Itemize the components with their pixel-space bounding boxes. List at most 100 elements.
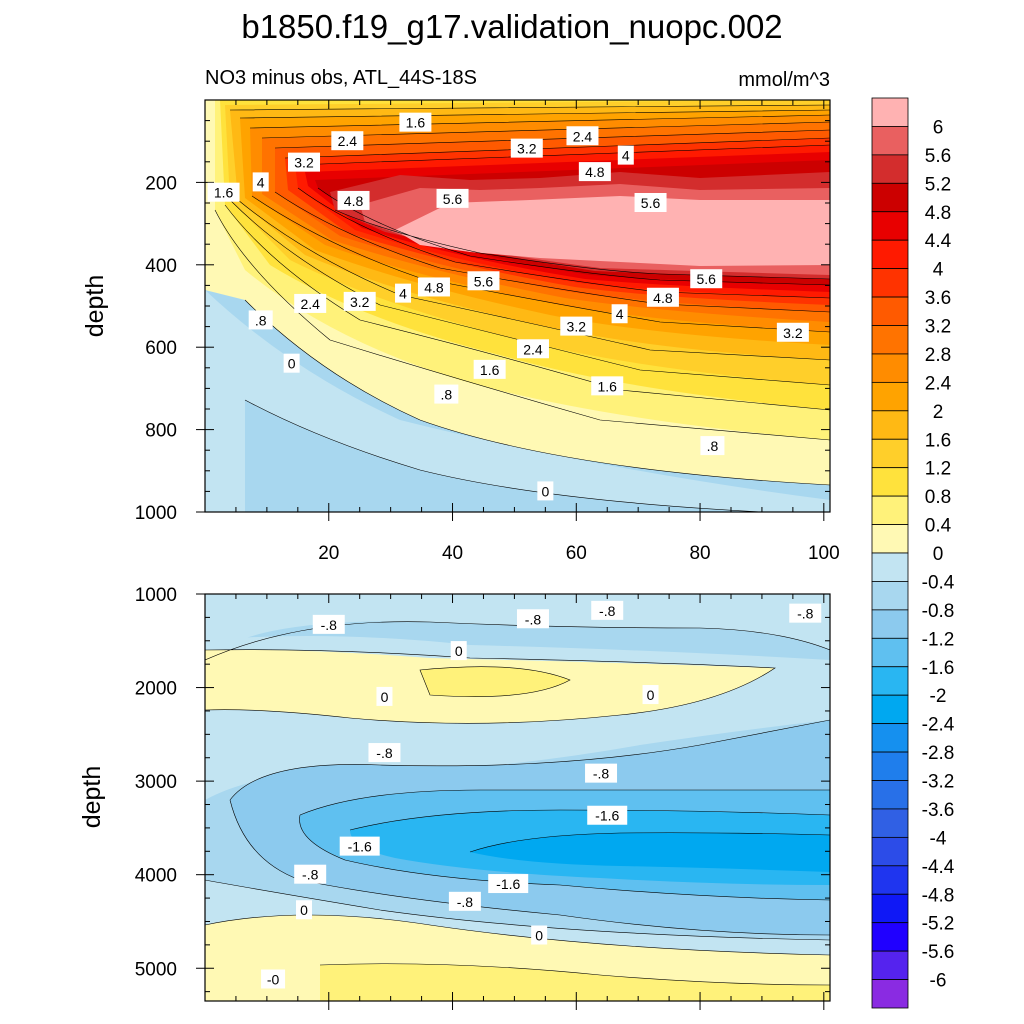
colorbar-label: -1.2 xyxy=(922,629,955,650)
colorbar-label: -4.8 xyxy=(922,885,955,906)
contour-label-box xyxy=(207,182,240,202)
lower-contour-field xyxy=(205,594,830,1001)
colorbar-box xyxy=(871,438,909,469)
colorbar-box xyxy=(871,296,909,326)
contour-label-text: 0 xyxy=(381,689,389,705)
contour-label-box xyxy=(591,600,624,620)
colorbar-box xyxy=(871,353,909,383)
colorbar-label: -2.4 xyxy=(922,715,955,736)
colorbar-label: 2.8 xyxy=(925,345,951,366)
contour-label-box xyxy=(776,322,809,342)
contour-label-box xyxy=(587,805,628,825)
contour-label: 4.8 xyxy=(417,277,450,297)
contour-label-text: 5.6 xyxy=(474,273,494,289)
colorbar-box xyxy=(871,239,909,270)
colorbar-label: -3.6 xyxy=(922,800,955,821)
contour-label-text: 3.2 xyxy=(350,294,370,310)
contour-label-text: -.8 xyxy=(457,894,474,910)
contour-label-text: 1.6 xyxy=(406,115,426,131)
contour-label-text: -.8 xyxy=(376,745,393,761)
contour-label: -.8 xyxy=(591,600,624,620)
x-tick-label: 60 xyxy=(566,543,587,564)
colorbar-label: 0 xyxy=(933,544,944,565)
colorbar-box xyxy=(871,97,909,127)
contour-label: .8 xyxy=(248,310,273,330)
upper-contour-labels: 2.41.62.43.23.2 44.81.644.8 5.6 5.65.64.843… xyxy=(207,112,809,501)
contour-label-text: -.8 xyxy=(593,766,610,782)
contour-label: 0 xyxy=(450,641,467,661)
contour-label-text: 2.4 xyxy=(573,128,593,144)
contour-label-text: .8 xyxy=(440,387,452,403)
colorbar-box xyxy=(871,666,909,696)
colorbar-label: 5.2 xyxy=(925,174,951,195)
contour-label: 4.8 xyxy=(337,190,370,210)
contour-label: 1.6 xyxy=(591,376,624,396)
colorbar-label: 2.4 xyxy=(925,373,952,394)
contour-label-text: 3.2 xyxy=(567,319,587,335)
figure-title: b1850.f19_g17.validation_nuopc.002 xyxy=(241,8,782,45)
contour-label-box xyxy=(617,145,634,165)
lower-plot-frame xyxy=(204,593,831,1002)
contour-label: 4.8 xyxy=(646,287,679,307)
contour-label: -.8 xyxy=(789,603,822,623)
contour-label-box xyxy=(294,864,327,884)
contour-label-text: 1.6 xyxy=(214,185,234,201)
colorbar-box xyxy=(871,751,909,781)
contour-label-box xyxy=(395,283,412,303)
colorbar-label: -3.2 xyxy=(922,772,955,793)
colorbar-label: -5.6 xyxy=(922,942,955,963)
colorbar-label: -4 xyxy=(930,828,947,849)
contour-label-text: 4.8 xyxy=(585,164,605,180)
contour-label-box xyxy=(537,481,554,501)
y-tick-label: 600 xyxy=(145,338,177,359)
contour-label-box xyxy=(578,162,611,182)
contour-label: 5.6 xyxy=(634,193,667,212)
colorbar-box xyxy=(871,865,909,895)
contour-label: 3.2 xyxy=(776,322,809,342)
contour-label: 0 xyxy=(642,685,659,705)
colorbar-label: 1.6 xyxy=(925,430,951,451)
contour-label-box xyxy=(690,269,723,289)
contour-label-box xyxy=(646,287,679,307)
colorbar-label: 5.6 xyxy=(925,146,951,167)
lower-fill-band-0.4to0.8-mid xyxy=(420,666,570,697)
contour-label: 1.6 xyxy=(399,112,432,132)
y-tick-label: 1000 xyxy=(135,585,177,606)
colorbar-box xyxy=(871,268,909,298)
colorbar-label: 3.6 xyxy=(925,288,951,309)
colorbar-label: 0.8 xyxy=(925,487,951,508)
upper-y-tick-labels: 200 400 600 800 1000 xyxy=(135,173,177,524)
contour-label: 3.2 xyxy=(510,138,543,158)
contour-label: 0 xyxy=(296,900,313,920)
contour-label-box xyxy=(560,316,593,336)
colorbar-label: 1.2 xyxy=(925,459,951,480)
contour-label: -1.6 xyxy=(587,805,628,825)
contour-label: -.8 xyxy=(448,891,481,911)
contour-label-text: -0 xyxy=(267,971,280,987)
colorbar-label: -0.4 xyxy=(922,572,955,593)
lower-axis-ticks xyxy=(196,593,830,1010)
contour-label-text: 1.6 xyxy=(480,362,500,378)
contour-label-box xyxy=(467,271,500,291)
contour-label-box xyxy=(331,131,364,151)
contour-label-text: 2.4 xyxy=(338,133,358,149)
y-tick-label: 3000 xyxy=(135,772,177,793)
colorbar-box xyxy=(871,780,909,810)
contour-label-box xyxy=(789,603,822,623)
colorbar-label: 0.4 xyxy=(925,516,952,537)
contour-label: 4 xyxy=(395,283,412,303)
colorbar-label: -0.8 xyxy=(922,601,955,622)
contour-label-box xyxy=(450,641,467,661)
contour-label-box xyxy=(399,112,432,132)
colorbar-box xyxy=(871,694,909,725)
contour-label-text: 4.8 xyxy=(424,279,444,295)
contour-label-box xyxy=(488,874,529,894)
contour-label-box xyxy=(611,304,628,324)
colorbar-box xyxy=(871,467,909,497)
lower-fill-band-bottom-0to-0.4 xyxy=(205,880,830,965)
contour-label-text: 5.6 xyxy=(697,271,717,287)
contour-label-box xyxy=(436,188,469,208)
contour-label: 5.6 xyxy=(467,271,500,291)
contour-label: .8 xyxy=(434,384,459,404)
